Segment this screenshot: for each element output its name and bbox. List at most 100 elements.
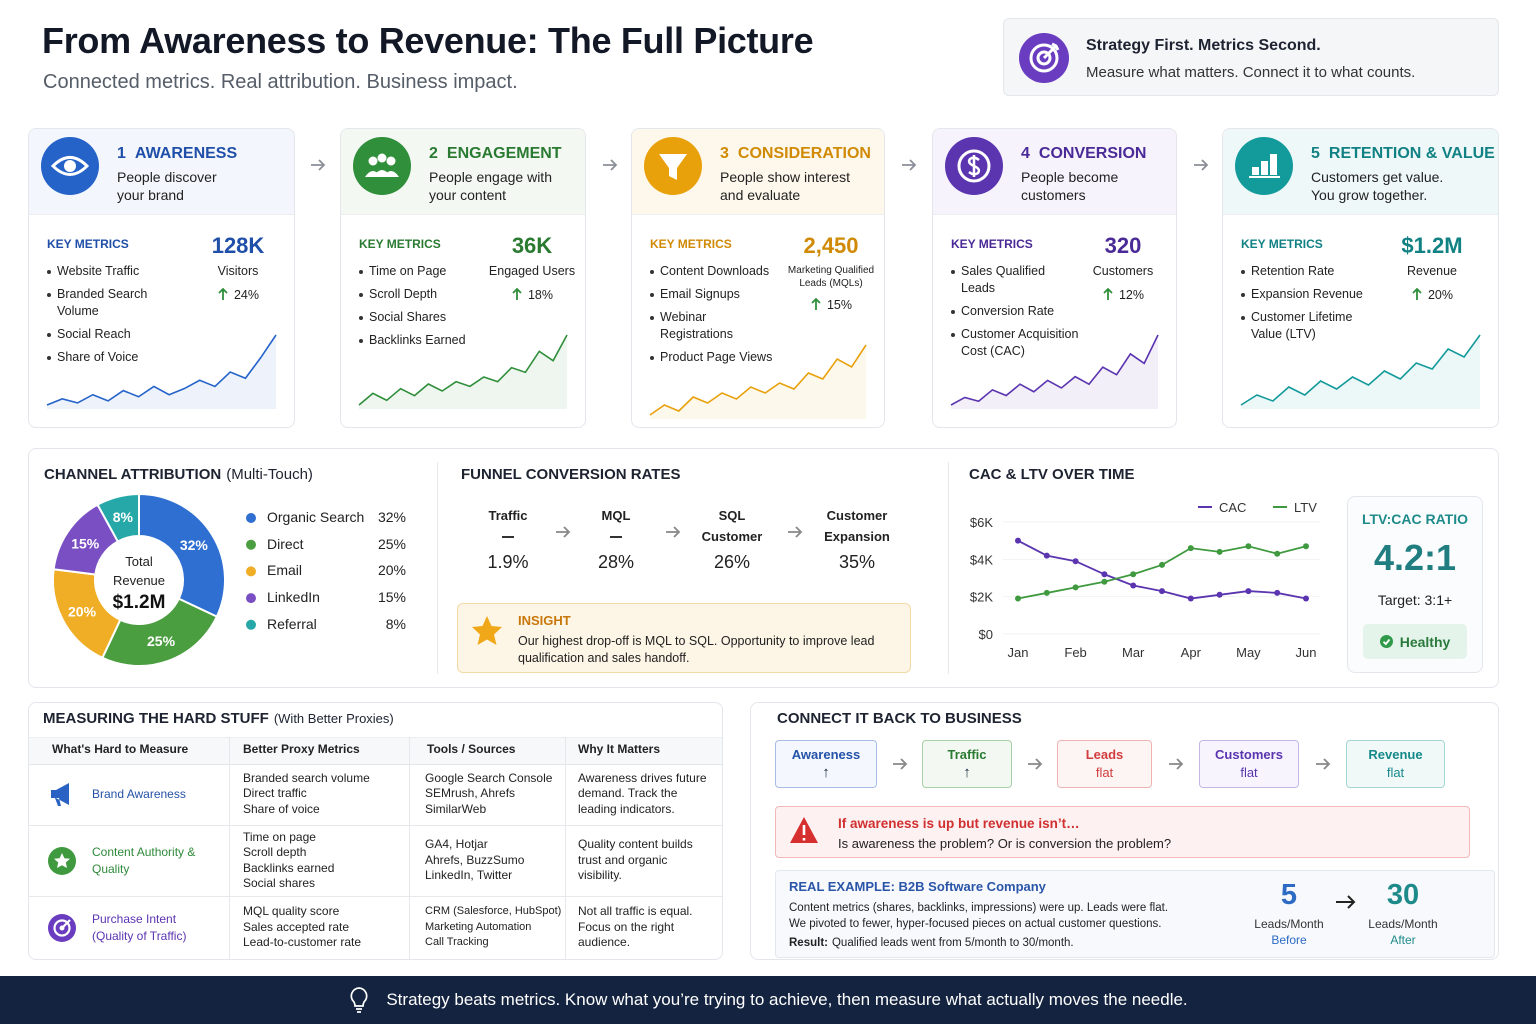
metric-item: Content Downloads <box>650 263 790 280</box>
bullet <box>359 316 363 320</box>
legend-value: 25% <box>377 535 406 552</box>
legend-value: 32% <box>377 509 406 525</box>
metric-text: Customer Lifetime Value (LTV) <box>1251 310 1353 341</box>
stage-icon <box>353 137 411 195</box>
proxy-line: Lead-to-customer rate <box>243 935 362 950</box>
up-arrow <box>512 287 522 300</box>
metrics-list: Content Downloads Email Signups Webinar Re… <box>650 263 790 366</box>
dart <box>61 918 71 929</box>
title-text: CHANNEL ATTRIBUTION <box>44 466 222 483</box>
proxy-line: Share of voice <box>243 801 320 816</box>
table-cell: Quality content builds trust and organic… <box>578 825 718 896</box>
why-text: Awareness drives future demand. Track th… <box>578 770 707 816</box>
table-cell: Time on page Scroll depth Backlinks earned… <box>243 825 403 896</box>
table-title: MEASURING THE HARD STUFF (With Better Pro… <box>43 710 394 727</box>
bullet <box>650 356 654 360</box>
stage-title: RETENTION & VALUE <box>1328 145 1495 162</box>
bullet <box>951 310 955 314</box>
arrow <box>311 159 326 171</box>
table-cell: Not all traffic is equal. Focus on the r… <box>578 896 718 959</box>
metric-text: Retention Rate <box>1251 264 1335 278</box>
bullet <box>650 270 654 274</box>
sparkline-area <box>650 345 866 419</box>
bullet <box>951 333 955 337</box>
value-block: 128K Visitors 24% <box>178 233 294 302</box>
example-box: REAL EXAMPLE: B2B Software Company Conten… <box>775 870 1495 958</box>
table-cell: Content Authority & Quality <box>92 825 222 896</box>
tool-line: Google Search Console <box>425 770 553 785</box>
metric-item: Website Traffic <box>47 263 187 280</box>
tool-line: GA4, Hotjar <box>425 837 488 852</box>
description-line: Customers get value. <box>1311 169 1444 185</box>
example-result: Result: Qualified leads went from 5/month… <box>789 937 1074 949</box>
flow-label: Customers <box>1215 747 1283 762</box>
description-line: You grow together. <box>1311 187 1428 203</box>
arrow <box>788 526 803 538</box>
stage-title: AWARENESS <box>134 145 238 162</box>
ring <box>53 918 71 937</box>
metric-text: Social Shares <box>369 310 447 324</box>
up-arrow-shape <box>811 297 821 310</box>
bullet <box>47 333 51 337</box>
row-name: Brand Awareness <box>92 786 186 801</box>
metric-text: Branded Search Volume <box>57 287 148 318</box>
insight-text: Our highest drop-off is MQL to SQL. Oppo… <box>518 634 875 665</box>
arrow-shape <box>666 526 681 538</box>
stage-card: 3 CONSIDERATION People show interest and ev… <box>631 128 885 428</box>
flow-status: ↑ <box>822 764 830 781</box>
proxy-line: MQL quality score <box>243 904 340 919</box>
arrow <box>603 159 618 171</box>
stage-header: 4 CONVERSION People become customers <box>933 129 1176 215</box>
example-line: We pivoted to fewer, hyper-focused piece… <box>789 918 1162 930</box>
divider <box>437 462 438 674</box>
bullet <box>951 270 955 274</box>
flow-box: Traffic ↑ <box>922 740 1012 788</box>
metric-text: Webinar Registrations <box>660 310 733 341</box>
sparkline-area <box>951 335 1158 409</box>
value-label: Engaged Users <box>488 264 576 278</box>
table-cell: Purchase Intent (Quality of Traffic) <box>92 896 222 959</box>
kpi-arrow-shape <box>1336 895 1356 909</box>
stage-header: 5 RETENTION & VALUE Customers get value. Yo… <box>1223 129 1498 215</box>
stage-header: 2 ENGAGEMENT People engage with your conten… <box>341 129 585 215</box>
table-cell: Google Search Console SEMrush, Ahrefs Simi… <box>425 763 563 825</box>
kpi-unit: Leads/Month <box>1368 917 1438 931</box>
change-value: 18% <box>527 288 554 302</box>
metrics-list: Sales Qualified Leads Conversion Rate Cust… <box>951 263 1091 360</box>
arrow <box>892 758 907 770</box>
arrow <box>1315 758 1330 770</box>
change-value: 20% <box>1427 288 1454 302</box>
bullet <box>47 270 51 274</box>
arrow-shape <box>1168 758 1183 770</box>
value-block: 2,450 Marketing Qualified Leads (MQLs) 15% <box>771 233 884 312</box>
bodies <box>365 170 399 177</box>
kpi-value: 5 <box>1280 879 1298 911</box>
stage-title: CONSIDERATION <box>737 145 871 162</box>
center-label: Total Revenue <box>112 554 166 588</box>
star-icon <box>472 616 502 645</box>
star <box>472 616 502 645</box>
flow-label: Traffic <box>947 747 987 762</box>
funnel-dash <box>610 536 622 538</box>
column-line <box>565 737 566 959</box>
description-line: your content <box>429 187 507 203</box>
metric-item: Scroll Depth <box>359 286 499 303</box>
change-value: 15% <box>826 298 853 312</box>
stage-number: 5 <box>1311 145 1320 162</box>
example-label: REAL EXAMPLE: B2B Software Company <box>789 879 1046 894</box>
arrow <box>902 159 917 171</box>
example-line: Content metrics (shares, backlinks, impr… <box>789 902 1169 914</box>
stage-header: 3 CONSIDERATION People show interest and ev… <box>632 129 884 215</box>
metrics-label: KEY METRICS <box>359 237 441 251</box>
ratio-card: LTV:CAC RATIO 4.2:1 Target: 3:1+ Healthy <box>1347 496 1483 673</box>
row-line <box>29 825 722 826</box>
metric-item: Social Shares <box>359 309 499 326</box>
metric-text: Sales Qualified Leads <box>961 264 1046 295</box>
tool-line: LinkedIn, Twitter <box>425 868 513 883</box>
stage-description: People discover your brand <box>117 168 217 204</box>
stage-number: 3 <box>720 145 729 162</box>
change-value: 24% <box>233 288 260 302</box>
bar-icon <box>1270 154 1277 175</box>
result-text: Qualified leads went from 5/month to 30/… <box>831 937 1074 949</box>
stage-card: 4 CONVERSION People become customers KEY MET… <box>932 128 1177 428</box>
